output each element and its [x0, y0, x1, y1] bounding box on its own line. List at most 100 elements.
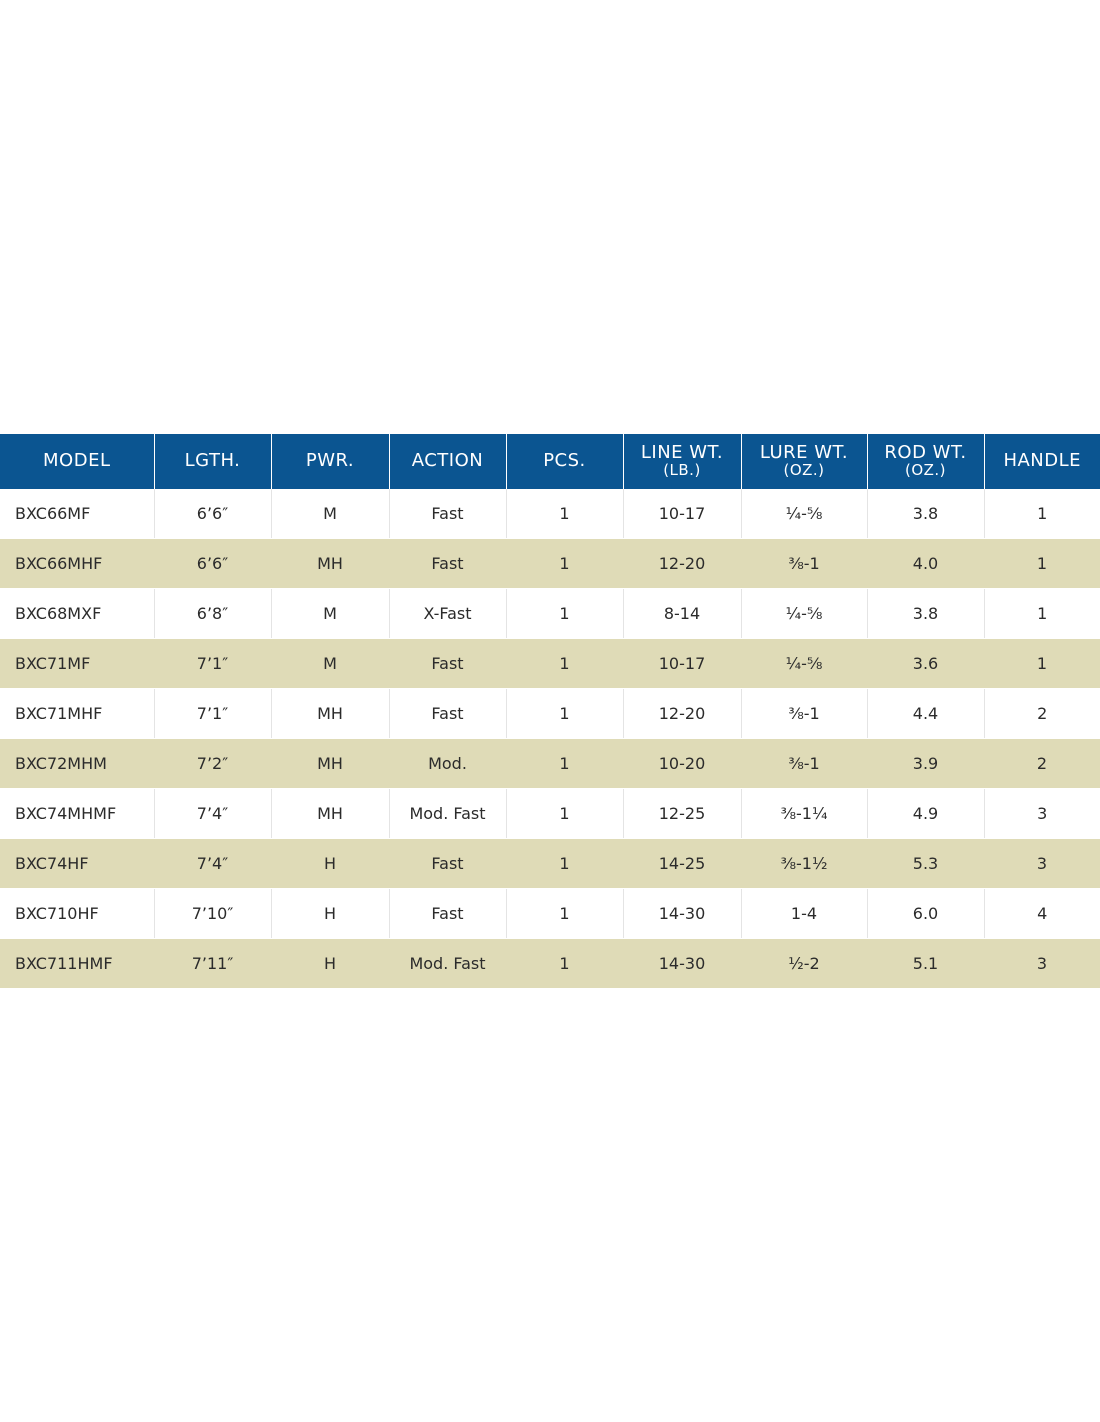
column-header-label: LINE WT. — [640, 442, 724, 464]
cell-action: X-Fast — [389, 588, 507, 639]
cell-length: 6’6″ — [154, 489, 272, 539]
cell-lure-weight: ⅜-1 — [741, 538, 868, 589]
cell-rod-weight: 4.4 — [867, 688, 985, 739]
cell-line-weight: 10-17 — [623, 489, 742, 539]
cell-handle: 2 — [984, 688, 1100, 739]
table-row: BXC711HMF 7’11″ H Mod. Fast 1 14-30 ½-2 5.1 3 — [0, 938, 1100, 989]
table-row: BXC68MXF 6’8″ M X-Fast 1 8-14 ¼-⅝ 3.8 1 — [0, 588, 1100, 639]
column-header-label: MODEL — [43, 450, 111, 472]
cell-handle: 3 — [984, 838, 1100, 889]
header-row: MODEL LGTH. PWR. ACTION PCS. LINE WT. (LB.) LUR… — [0, 434, 1100, 489]
cell-rod-weight: 3.6 — [867, 638, 985, 689]
cell-action: Fast — [389, 489, 507, 539]
column-header-unit: (OZ.) — [783, 461, 825, 480]
rod-spec-table: MODEL LGTH. PWR. ACTION PCS. LINE WT. (LB.) LUR… — [0, 434, 1100, 989]
cell-handle: 1 — [984, 638, 1100, 689]
cell-rod-weight: 4.9 — [867, 788, 985, 839]
cell-pieces: 1 — [506, 688, 624, 739]
cell-rod-weight: 4.0 — [867, 538, 985, 589]
cell-pieces: 1 — [506, 489, 624, 539]
cell-line-weight: 12-20 — [623, 538, 742, 589]
cell-action: Fast — [389, 888, 507, 939]
cell-power: H — [271, 938, 390, 989]
cell-power: MH — [271, 688, 390, 739]
cell-line-weight: 14-25 — [623, 838, 742, 889]
column-header-label: LURE WT. — [759, 442, 849, 464]
column-header-handle: HANDLE — [984, 434, 1100, 489]
cell-action: Mod. Fast — [389, 788, 507, 839]
column-header-label: LGTH. — [184, 450, 241, 472]
cell-pieces: 1 — [506, 938, 624, 989]
cell-line-weight: 10-17 — [623, 638, 742, 689]
cell-lure-weight: ⅜-1¼ — [741, 788, 868, 839]
cell-handle: 4 — [984, 888, 1100, 939]
cell-model: BXC711HMF — [0, 938, 155, 989]
cell-handle: 1 — [984, 588, 1100, 639]
cell-lure-weight: ¼-⅝ — [741, 588, 868, 639]
table-row: BXC66MF 6’6″ M Fast 1 10-17 ¼-⅝ 3.8 1 — [0, 489, 1100, 539]
table-row: BXC71MHF 7’1″ MH Fast 1 12-20 ⅜-1 4.4 2 — [0, 688, 1100, 739]
cell-model: BXC66MF — [0, 489, 155, 539]
cell-line-weight: 12-25 — [623, 788, 742, 839]
cell-rod-weight: 3.8 — [867, 489, 985, 539]
cell-model: BXC74HF — [0, 838, 155, 889]
cell-power: MH — [271, 738, 390, 789]
table-row: BXC71MF 7’1″ M Fast 1 10-17 ¼-⅝ 3.6 1 — [0, 638, 1100, 689]
cell-action: Fast — [389, 538, 507, 589]
column-header-label: ACTION — [411, 450, 484, 472]
cell-pieces: 1 — [506, 638, 624, 689]
cell-power: M — [271, 588, 390, 639]
cell-line-weight: 8-14 — [623, 588, 742, 639]
cell-handle: 2 — [984, 738, 1100, 789]
cell-handle: 3 — [984, 788, 1100, 839]
cell-action: Fast — [389, 638, 507, 689]
column-header-length: LGTH. — [154, 434, 272, 489]
column-header-rod-weight: ROD WT. (OZ.) — [867, 434, 985, 489]
cell-pieces: 1 — [506, 738, 624, 789]
cell-length: 6’8″ — [154, 588, 272, 639]
cell-action: Mod. — [389, 738, 507, 789]
cell-length: 7’2″ — [154, 738, 272, 789]
cell-model: BXC71MHF — [0, 688, 155, 739]
cell-power: H — [271, 888, 390, 939]
cell-model: BXC68MXF — [0, 588, 155, 639]
cell-line-weight: 12-20 — [623, 688, 742, 739]
cell-lure-weight: ⅜-1½ — [741, 838, 868, 889]
cell-handle: 1 — [984, 538, 1100, 589]
cell-length: 7’4″ — [154, 788, 272, 839]
cell-length: 7’10″ — [154, 888, 272, 939]
column-header-label: PWR. — [305, 450, 355, 472]
column-header-power: PWR. — [271, 434, 390, 489]
cell-line-weight: 10-20 — [623, 738, 742, 789]
cell-line-weight: 14-30 — [623, 888, 742, 939]
table-row: BXC72MHM 7’2″ MH Mod. 1 10-20 ⅜-1 3.9 2 — [0, 738, 1100, 789]
cell-length: 7’1″ — [154, 688, 272, 739]
cell-lure-weight: ¼-⅝ — [741, 638, 868, 689]
cell-model: BXC72MHM — [0, 738, 155, 789]
cell-action: Fast — [389, 688, 507, 739]
cell-model: BXC74MHMF — [0, 788, 155, 839]
cell-power: M — [271, 489, 390, 539]
cell-power: H — [271, 838, 390, 889]
column-header-model: MODEL — [0, 434, 155, 489]
cell-power: M — [271, 638, 390, 689]
cell-model: BXC710HF — [0, 888, 155, 939]
column-header-lure-weight: LURE WT. (OZ.) — [741, 434, 868, 489]
cell-power: MH — [271, 538, 390, 589]
cell-pieces: 1 — [506, 838, 624, 889]
cell-action: Mod. Fast — [389, 938, 507, 989]
cell-lure-weight: ⅜-1 — [741, 688, 868, 739]
cell-handle: 3 — [984, 938, 1100, 989]
cell-length: 7’11″ — [154, 938, 272, 989]
cell-lure-weight: ½-2 — [741, 938, 868, 989]
cell-lure-weight: ⅜-1 — [741, 738, 868, 789]
table-row: BXC710HF 7’10″ H Fast 1 14-30 1-4 6.0 4 — [0, 888, 1100, 939]
table-body: BXC66MF 6’6″ M Fast 1 10-17 ¼-⅝ 3.8 1 BXC66MHF 6’6… — [0, 489, 1100, 989]
cell-pieces: 1 — [506, 788, 624, 839]
cell-handle: 1 — [984, 489, 1100, 539]
table-header: MODEL LGTH. PWR. ACTION PCS. LINE WT. (LB.) LUR… — [0, 434, 1100, 489]
cell-pieces: 1 — [506, 888, 624, 939]
cell-rod-weight: 6.0 — [867, 888, 985, 939]
cell-pieces: 1 — [506, 588, 624, 639]
column-header-pieces: PCS. — [506, 434, 624, 489]
